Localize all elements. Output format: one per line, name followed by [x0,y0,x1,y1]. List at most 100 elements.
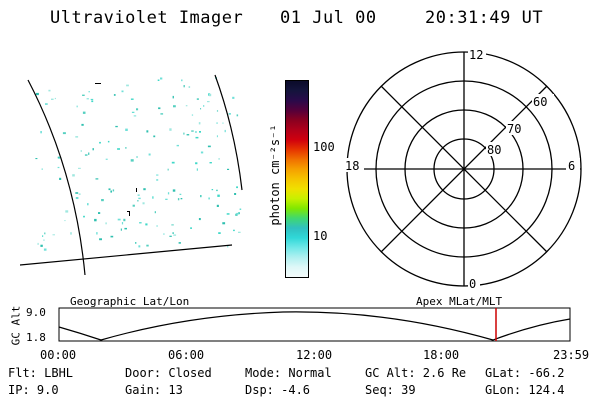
info-filter: Flt: LBHL [8,366,74,380]
noise-speck [138,197,141,200]
noise-speck [94,218,97,222]
dark-speck [136,188,137,192]
time-tick-1800: 18:00 [423,348,460,362]
noise-speck [181,79,183,82]
noise-speck [121,222,124,225]
noise-speck [98,212,101,214]
info-door: Door: Closed [125,366,212,380]
noise-speck [81,123,84,126]
instrument-title: Ultraviolet Imager [50,8,244,28]
noise-speck [173,234,177,236]
gc-alt-tick-max: 9.0 [26,306,46,319]
noise-speck [78,193,81,195]
noise-speck [105,158,108,160]
noise-speck [125,147,127,149]
noise-speck [99,238,102,241]
noise-speck [172,95,174,99]
noise-speck [169,128,172,131]
noise-speck [227,245,229,248]
noise-speck [169,235,172,237]
noise-speck [198,218,201,221]
noise-speck [196,98,199,100]
noise-speck [43,248,47,251]
noise-speck [54,97,56,100]
noise-speck [82,111,86,114]
mlt-label-0: 0 [469,277,476,291]
noise-speck [139,222,142,224]
noise-speck [199,131,201,133]
lat-label-80: 80 [487,143,501,157]
noise-speck [123,218,126,222]
noise-speck [207,101,210,103]
dark-speck [129,212,130,216]
noise-speck [110,235,114,238]
noise-speck [133,115,137,117]
noise-speck [137,194,140,196]
noise-speck [226,213,230,215]
noise-speck [222,122,224,124]
noise-speck [200,195,202,198]
lat-label-60: 60 [533,95,547,109]
mlt-label-6: 6 [568,159,575,173]
noise-speck [186,134,190,136]
noise-speck [217,194,220,197]
info-ip: IP: 9.0 [8,383,59,397]
noise-speck [191,130,194,132]
noise-speck [167,168,169,171]
noise-speck [233,229,235,232]
noise-speck [195,162,198,165]
noise-speck [108,188,111,191]
noise-speck [142,202,145,205]
time-tick-0000: 00:00 [40,348,77,362]
noise-speck [180,198,183,200]
noise-speck [196,168,198,171]
noise-speck [224,129,226,133]
gc-alt-timeline-plot [58,307,571,342]
noise-speck [183,85,185,88]
polar-mlat-mlt-plot: 12 18 6 0 60 70 80 [344,47,582,291]
noise-speck [208,197,210,200]
colorbar-unit-label: photon cm⁻²s⁻¹ [268,124,282,226]
noise-speck [78,167,81,169]
noise-speck [95,178,99,180]
noise-speck [82,94,85,96]
noise-speck [57,156,60,158]
noise-speck [183,132,185,135]
noise-speck [156,179,159,181]
noise-speck [87,203,89,206]
noise-speck [48,89,51,92]
noise-speck [96,232,98,235]
noise-speck [167,192,170,195]
noise-speck [35,158,38,160]
observation-time: 20:31:49 UT [425,8,544,28]
noise-speck [84,154,88,156]
noise-speck [51,98,54,100]
noise-speck [173,105,176,108]
noise-speck [236,114,239,117]
noise-speck [211,189,214,191]
noise-speck [216,110,219,112]
gc-alt-curve [58,311,571,341]
noise-speck [72,174,75,177]
noise-speck [136,156,138,158]
noise-speck [62,132,66,135]
noise-speck [157,79,160,81]
info-dsp: Dsp: -4.6 [245,383,311,397]
dark-speck [95,83,101,84]
noise-speck [156,174,159,176]
noise-speck [195,136,199,139]
lat-label-70: 70 [507,122,521,136]
noise-speck [207,145,211,148]
noise-speck [41,168,43,170]
noise-speck [91,100,94,103]
dark-speck [127,211,130,212]
noise-speck [148,153,151,156]
noise-speck [113,94,116,96]
noise-speck [110,190,112,193]
info-seq: Seq: 39 [365,383,416,397]
info-glon: GLon: 124.4 [485,383,565,397]
noise-speck [75,192,79,194]
noise-speck [43,239,45,241]
noise-speck [239,208,242,210]
noise-speck [137,200,139,202]
